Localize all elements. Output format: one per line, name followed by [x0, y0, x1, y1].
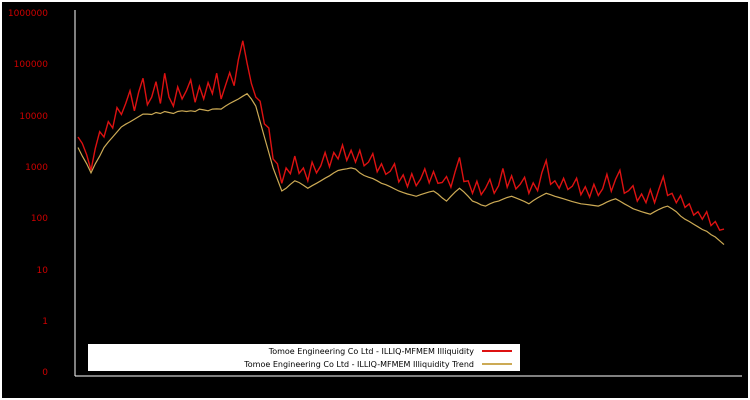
y-axis-tick-label: 100000 — [13, 60, 48, 70]
legend-item-illiquidity: Tomoe Engineering Co Ltd - ILLIQ-MFMEM I… — [88, 345, 520, 358]
legend-item-trend: Tomoe Engineering Co Ltd - ILLIQ-MFMEM I… — [88, 358, 520, 371]
legend-line-sample-illiquidity — [482, 350, 512, 352]
legend-line-sample-trend — [482, 363, 512, 365]
y-axis-tick-label: 10 — [36, 266, 48, 276]
legend-label-illiquidity: Tomoe Engineering Co Ltd - ILLIQ-MFMEM I… — [268, 346, 474, 356]
legend-label-trend: Tomoe Engineering Co Ltd - ILLIQ-MFMEM I… — [244, 359, 474, 369]
y-axis-tick-label: 1000 — [25, 163, 48, 173]
y-axis-tick-label: 100 — [30, 214, 48, 224]
y-axis-tick-label: 1000000 — [7, 9, 48, 19]
y-axis-tick-label: 1 — [42, 317, 48, 327]
legend-box: Tomoe Engineering Co Ltd - ILLIQ-MFMEM I… — [88, 344, 520, 371]
y-axis-tick-label: 10000 — [19, 112, 48, 122]
y-axis-tick-label: 0 — [42, 368, 48, 378]
